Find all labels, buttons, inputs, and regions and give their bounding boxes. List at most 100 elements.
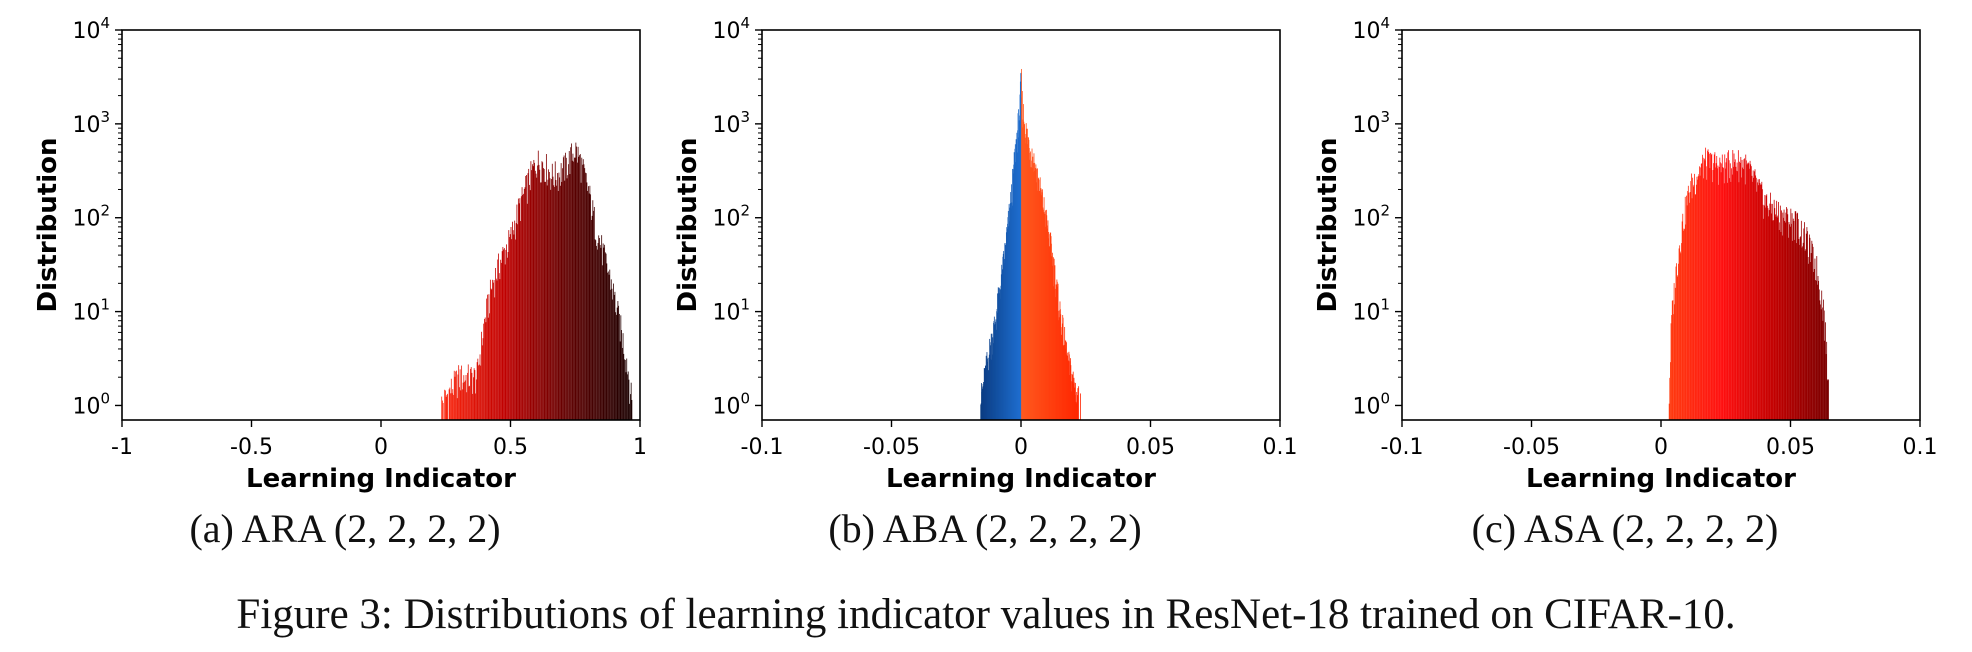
histogram-bar <box>1804 222 1805 420</box>
y-tick-label: 103 <box>72 108 110 138</box>
histogram-bar <box>484 317 486 420</box>
histogram-bar <box>1078 386 1080 420</box>
histogram-bar <box>1678 263 1679 420</box>
y-tick-label: 100 <box>712 389 750 419</box>
histogram-bar <box>1742 169 1744 420</box>
histogram-bar <box>1799 244 1800 420</box>
axes-frame <box>1401 29 1921 421</box>
histogram-bar <box>495 278 497 420</box>
histogram-bar <box>1722 167 1724 420</box>
histogram-bar <box>1699 175 1701 420</box>
histogram-bar <box>541 161 543 420</box>
histogram-bar <box>1796 243 1797 420</box>
histogram-bar <box>1738 182 1740 420</box>
histogram-bar <box>1771 203 1773 420</box>
histogram-bar <box>517 224 519 420</box>
histogram-bar <box>1752 181 1753 420</box>
histogram-bar <box>472 393 474 420</box>
histogram-bar <box>1781 210 1782 420</box>
histogram-bar <box>512 230 514 420</box>
histogram-bar <box>501 262 502 420</box>
histogram-bar <box>1691 173 1692 420</box>
histogram-bar <box>1711 153 1713 420</box>
histogram-bar <box>1767 208 1769 420</box>
histogram-bar <box>1765 195 1767 420</box>
histogram-bar <box>1810 262 1811 420</box>
histogram-bar <box>450 378 452 420</box>
histogram-bar <box>1745 154 1747 420</box>
histogram-bar <box>1749 168 1750 420</box>
histogram-bar <box>565 152 566 420</box>
histogram-bar <box>1075 382 1076 420</box>
x-tick-label: 0 <box>1014 435 1028 460</box>
histogram-bar <box>560 163 562 420</box>
histogram-bar <box>566 178 568 420</box>
histogram-bar <box>523 188 525 420</box>
histogram-bar <box>1762 204 1764 420</box>
x-tick-label: -0.1 <box>741 435 784 460</box>
histogram-bar <box>461 389 463 420</box>
histogram-bar <box>583 164 585 420</box>
histogram-bar <box>484 318 485 420</box>
histogram-bar <box>1770 203 1772 420</box>
histogram-bar <box>463 375 465 420</box>
histogram-bar <box>1673 314 1674 420</box>
histogram-bar <box>1668 403 1670 420</box>
histogram-bar <box>621 347 623 420</box>
histogram-bar <box>1794 239 1795 420</box>
histogram-bar <box>452 389 454 420</box>
histogram-bar <box>1826 341 1828 420</box>
histogram-bar <box>570 147 572 421</box>
histogram-bar <box>1768 216 1770 420</box>
histogram-bar <box>466 392 468 420</box>
histogram-bar <box>587 190 589 420</box>
histogram-bar <box>1674 287 1676 420</box>
histogram-bar <box>506 257 508 420</box>
histogram-bar <box>1753 177 1755 420</box>
histogram-bar <box>485 322 487 420</box>
histogram-bar <box>1799 237 1801 420</box>
histogram-bar <box>1715 167 1716 420</box>
histogram-bar <box>625 372 627 420</box>
histogram-bar <box>622 333 624 420</box>
histogram-bar <box>597 242 599 420</box>
histogram-bar <box>1693 184 1695 420</box>
histogram-bar <box>1822 320 1824 420</box>
histogram-bar <box>496 280 498 420</box>
histogram-bar <box>1678 248 1680 420</box>
histogram-bar <box>1688 192 1690 420</box>
histogram-bar <box>1712 182 1713 420</box>
histogram-bar <box>1729 178 1731 420</box>
histogram-bar <box>600 247 602 420</box>
histogram-bar <box>1747 162 1749 421</box>
histogram-bar <box>1792 218 1794 420</box>
histogram-bar <box>447 393 448 420</box>
histogram-bar <box>1827 380 1829 420</box>
histogram-bar <box>1712 170 1714 420</box>
histogram-bar <box>528 168 530 420</box>
histogram-bar <box>534 162 535 420</box>
histogram-bar <box>578 156 580 421</box>
histogram-bar <box>1828 379 1829 420</box>
histogram-bar <box>1734 159 1736 420</box>
histogram-bar <box>627 374 628 420</box>
histogram-bar <box>1784 220 1786 420</box>
histogram-bar <box>579 155 580 420</box>
histogram-bar <box>1795 211 1797 420</box>
histogram-bar <box>487 294 488 420</box>
histogram-bar <box>1752 170 1754 420</box>
histogram-bar <box>562 168 563 420</box>
histogram-bar <box>519 198 521 420</box>
histogram-bar <box>618 305 620 420</box>
histogram-bar <box>1808 234 1810 420</box>
histogram-bar <box>1733 153 1735 420</box>
histogram-bar <box>453 394 454 420</box>
histogram-bar <box>516 204 518 420</box>
histogram-bar <box>555 180 557 420</box>
figure-caption: Figure 3: Distributions of learning indi… <box>236 591 1736 638</box>
histogram-bar <box>1745 160 1747 420</box>
histogram-bar <box>1715 163 1717 420</box>
y-tick-label: 104 <box>72 14 110 44</box>
histogram-bar <box>1713 154 1715 420</box>
y-axis-label: Distribution <box>673 138 703 313</box>
